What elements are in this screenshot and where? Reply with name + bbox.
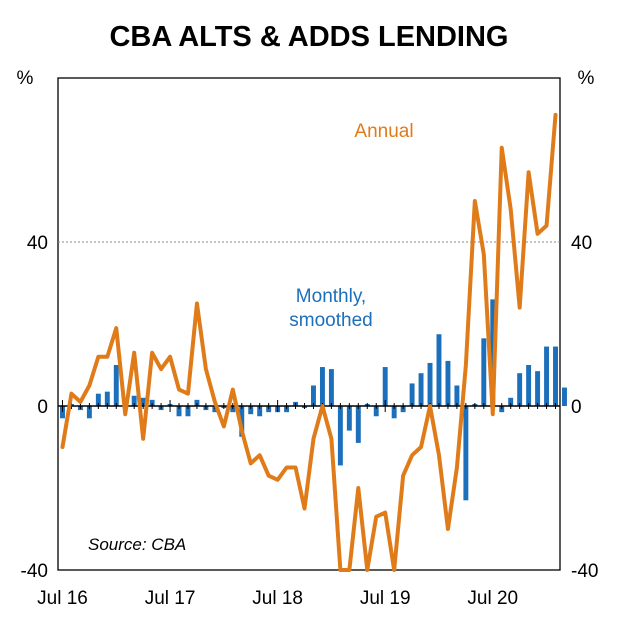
source-note: Source: CBA — [88, 535, 186, 554]
monthly-bar — [454, 385, 460, 406]
monthly-bar — [490, 299, 496, 406]
x-tick-label: Jul 17 — [145, 588, 196, 609]
y-axis-tick-labels: -40 -40 0 0 40 40 — [21, 233, 599, 582]
monthly-bar — [400, 406, 406, 413]
monthly-bar — [526, 365, 532, 406]
y-tick-label-left: 0 — [37, 397, 48, 418]
monthly-bar — [373, 406, 379, 417]
monthly-bar — [562, 387, 567, 406]
monthly-bar — [391, 406, 397, 419]
annual-series-line — [60, 112, 558, 572]
annual-series-label: Annual — [354, 121, 413, 142]
y-tick-label-left: 40 — [27, 233, 48, 254]
monthly-bar — [544, 346, 550, 406]
plot-frame — [57, 77, 561, 571]
monthly-bar — [382, 367, 388, 406]
monthly-bar — [60, 406, 65, 419]
monthly-series-label-line2: smoothed — [289, 310, 372, 331]
monthly-bar — [535, 371, 541, 406]
chart-title: CBA ALTS & ADDS LENDING — [109, 21, 508, 53]
monthly-bar — [104, 391, 110, 406]
monthly-bar — [409, 383, 415, 406]
monthly-bar — [427, 362, 433, 406]
monthly-bar — [248, 406, 254, 415]
monthly-bar — [319, 367, 325, 406]
monthly-bar — [95, 393, 101, 406]
x-tick-label: Jul 16 — [37, 588, 88, 609]
monthly-bar — [346, 406, 352, 431]
monthly-bar — [113, 365, 119, 406]
x-tick-label: Jul 18 — [252, 588, 303, 609]
monthly-bar — [149, 399, 155, 406]
monthly-bar — [257, 406, 263, 417]
monthly-bar — [553, 346, 558, 406]
monthly-bar — [176, 406, 182, 417]
x-tick-label: Jul 20 — [467, 588, 518, 609]
monthly-bar — [284, 406, 290, 413]
y-tick-label-right: 40 — [571, 233, 592, 254]
monthly-bar — [212, 406, 218, 413]
monthly-bar — [230, 406, 236, 413]
monthly-bar — [481, 338, 487, 406]
monthly-series-label-line1: Monthly, — [296, 286, 366, 307]
monthly-bar — [328, 369, 334, 406]
monthly-bar — [185, 406, 191, 417]
monthly-bar — [194, 399, 200, 406]
y-tick-label-left: -40 — [21, 561, 48, 582]
x-tick-label: Jul 19 — [360, 588, 411, 609]
monthly-bar — [508, 397, 514, 406]
monthly-bar — [463, 406, 469, 501]
monthly-bar — [311, 385, 316, 406]
monthly-bar — [517, 373, 523, 406]
monthly-bar — [445, 360, 451, 406]
monthly-bar — [131, 395, 137, 406]
monthly-bar — [436, 334, 442, 406]
monthly-bar — [337, 406, 343, 466]
monthly-bar — [355, 406, 361, 443]
monthly-bar — [499, 406, 505, 413]
y-axis-left-unit: % — [17, 68, 34, 89]
monthly-bar — [418, 373, 424, 406]
monthly-bar — [266, 406, 272, 413]
x-axis-tick-labels: Jul 16 Jul 17 Jul 18 Jul 19 Jul 20 — [37, 588, 518, 609]
y-axis-right-unit: % — [578, 68, 595, 89]
monthly-bar — [140, 397, 146, 406]
y-tick-label-right: -40 — [571, 561, 598, 582]
y-tick-label-right: 0 — [571, 397, 582, 418]
monthly-bar — [86, 406, 92, 419]
